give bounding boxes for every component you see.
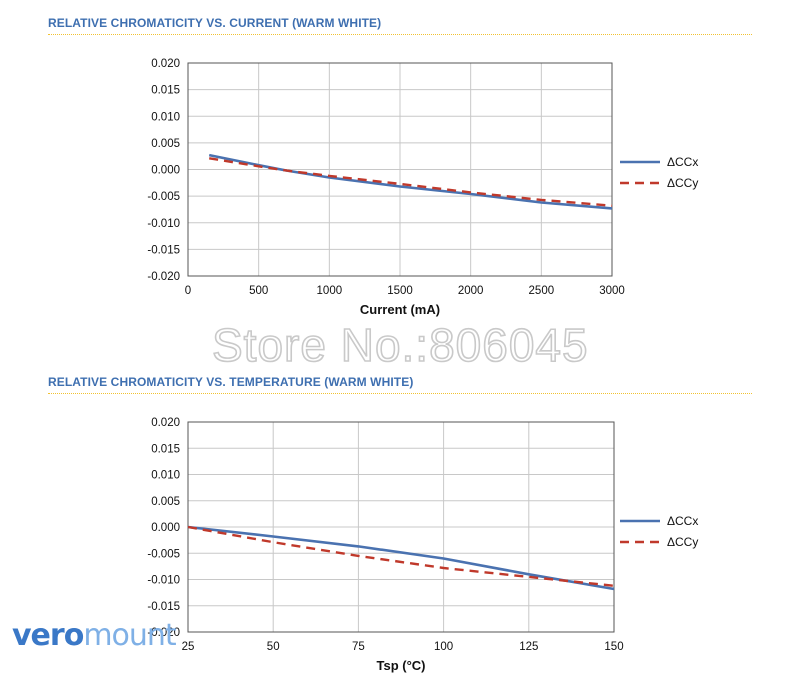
chart-title-temperature: RELATIVE CHROMATICITY VS. TEMPERATURE (W… [48, 375, 414, 389]
y-tick-label: 0.005 [151, 138, 180, 150]
title-divider-temperature [48, 393, 752, 394]
x-tick-label: 50 [267, 641, 280, 653]
brand-logo-part2: mount [83, 618, 176, 653]
x-tick-label: 25 [182, 641, 195, 653]
y-tick-label: 0.000 [151, 165, 180, 177]
y-tick-label: -0.015 [147, 244, 180, 256]
store-watermark: Store No.:806045 [211, 318, 589, 372]
x-tick-label: 1500 [387, 285, 413, 297]
x-tick-label: 2000 [458, 285, 484, 297]
brand-logo: veromount [12, 618, 177, 653]
y-tick-label: -0.005 [147, 548, 180, 560]
y-tick-label: -0.010 [147, 218, 180, 230]
y-tick-label: 0.005 [151, 496, 180, 508]
x-axis-label: Current (mA) [360, 302, 440, 317]
series-line-ccy [209, 157, 613, 207]
brand-logo-part1: vero [12, 618, 84, 653]
y-tick-label: -0.005 [147, 191, 180, 203]
y-tick-label: 0.010 [151, 470, 180, 482]
y-tick-label: 0.020 [151, 58, 180, 70]
x-tick-label: 75 [352, 641, 365, 653]
y-tick-label: -0.020 [147, 627, 180, 639]
x-tick-label: 1000 [317, 285, 343, 297]
x-tick-label: 0 [185, 285, 191, 297]
y-tick-label: -0.020 [147, 271, 180, 283]
x-tick-label: 100 [434, 641, 453, 653]
legend-label-ccy: ΔCCy [667, 535, 698, 549]
series-line-ccy [187, 525, 615, 587]
x-tick-label: 2500 [529, 285, 555, 297]
y-tick-label: 0.015 [151, 85, 180, 97]
plot-frame [187, 62, 613, 277]
title-divider-current [48, 34, 752, 35]
series-line-ccx [187, 525, 615, 591]
legend-label-ccx: ΔCCx [667, 514, 698, 528]
y-tick-label: 0.000 [151, 522, 180, 534]
legend-label-ccy: ΔCCy [667, 176, 698, 190]
x-tick-label: 150 [604, 641, 623, 653]
legend-label-ccx: ΔCCx [667, 155, 698, 169]
series-line-ccx [208, 153, 613, 210]
y-tick-label: 0.010 [151, 111, 180, 123]
x-tick-label: 3000 [599, 285, 625, 297]
y-tick-label: 0.015 [151, 443, 180, 455]
x-tick-label: 500 [249, 285, 268, 297]
x-tick-label: 125 [519, 641, 538, 653]
x-axis-label: Tsp (°C) [376, 658, 425, 673]
chart-title-current: RELATIVE CHROMATICITY VS. CURRENT (WARM … [48, 16, 382, 30]
y-tick-label: -0.010 [147, 575, 180, 587]
y-tick-label: -0.015 [147, 601, 180, 613]
y-tick-label: 0.020 [151, 417, 180, 429]
